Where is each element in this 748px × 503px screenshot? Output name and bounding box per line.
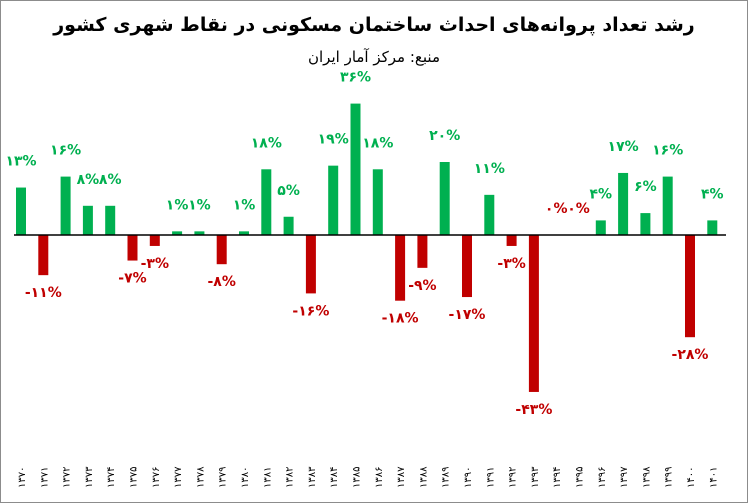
x-tick-label: ۱۳۹۳: [530, 466, 541, 488]
x-tick-label: ۱۳۹۶: [597, 467, 608, 488]
bar: [16, 187, 26, 235]
bar: [506, 235, 517, 246]
data-label: ۱۶%: [652, 143, 683, 159]
x-tick-label: ۱۳۷۳: [84, 466, 95, 488]
bar: [305, 235, 316, 294]
data-label: ۵%: [277, 183, 300, 199]
data-label: ۱%: [166, 197, 189, 213]
bar: [172, 231, 183, 235]
bar: [707, 220, 718, 235]
bar: [350, 103, 361, 235]
bar: [685, 235, 695, 338]
bar: [417, 235, 428, 268]
bar: [328, 165, 339, 235]
x-tick-label: ۱۳۹۰: [463, 467, 474, 488]
bar: [484, 194, 495, 235]
data-label: -۴۳%: [515, 402, 552, 418]
bar: [283, 216, 294, 235]
data-label: ۱۳%: [5, 154, 36, 170]
data-label: -۱۱%: [25, 285, 62, 301]
x-tick-label: ۱۳۸۳: [307, 466, 318, 488]
x-tick-label: ۱۳۷۵: [129, 467, 140, 488]
bar: [395, 235, 406, 301]
bar: [618, 172, 629, 235]
x-tick-label: ۱۳۷۹: [218, 467, 229, 488]
bar: [462, 235, 472, 298]
bar: [105, 205, 116, 235]
data-label: ۰%: [567, 201, 590, 217]
x-tick-label: ۱۳۷۰: [17, 467, 28, 488]
x-tick-label: ۱۳۸۷: [396, 466, 407, 488]
x-tick-label: ۱۳۷۸: [195, 466, 206, 488]
bar: [82, 205, 93, 235]
data-label: ۱۷%: [608, 139, 639, 155]
data-label: -۳%: [497, 256, 525, 272]
bar: [595, 220, 606, 235]
chart-subtitle: منبع: مرکز آمار ایران: [308, 48, 440, 66]
chart-title: رشد تعداد پروانه‌های احداث ساختمان مسکون…: [53, 14, 695, 36]
data-label: ۱۸%: [251, 135, 282, 151]
bar: [662, 176, 673, 235]
data-label: ۸%: [77, 172, 100, 188]
x-tick-label: ۱۳۸۵: [352, 467, 363, 488]
x-tick-label: ۱۳۷۲: [62, 467, 73, 488]
x-tick-label: ۱۳۹۵: [575, 467, 586, 488]
data-label: -۸%: [208, 274, 236, 290]
x-tick-label: ۱۳۸۹: [441, 467, 452, 488]
x-tick-label: ۱۳۹۲: [508, 467, 519, 488]
bar: [528, 235, 539, 392]
data-label: ۱۶%: [50, 143, 81, 159]
data-label: -۲۸%: [672, 347, 709, 363]
x-tick-label: ۱۳۸۰: [240, 467, 251, 488]
x-tick-label: ۱۳۹۹: [664, 467, 675, 488]
x-tick-label: ۱۳۷۱: [39, 467, 50, 488]
x-tick-label: ۱۳۹۷: [619, 466, 630, 488]
data-label: ۶%: [634, 179, 657, 195]
bar: [149, 235, 160, 246]
x-tick-label: ۱۳۷۶: [151, 467, 162, 488]
x-tick-label: ۱۳۹۱: [485, 467, 496, 488]
bar: [640, 213, 651, 235]
data-label: -۳%: [141, 256, 169, 272]
x-tick-label: ۱۳۸۱: [262, 467, 273, 488]
data-label: -۱۸%: [382, 311, 419, 327]
x-tick-label: ۱۳۹۴: [552, 467, 563, 488]
x-tick-label: ۱۳۸۴: [329, 467, 340, 488]
bar: [60, 176, 71, 235]
data-label: ۲۰%: [429, 128, 460, 144]
x-tick-label: ۱۴۰۱: [708, 467, 719, 488]
data-label: ۱%: [188, 197, 211, 213]
data-label: -۷%: [118, 271, 146, 287]
x-tick-label: ۱۳۸۲: [285, 467, 296, 488]
x-tick-label: ۱۳۸۸: [418, 466, 429, 488]
bar: [194, 231, 205, 235]
data-label: -۱۷%: [449, 307, 486, 323]
data-label: ۱۱%: [474, 161, 505, 177]
data-label: ۰%: [545, 201, 568, 217]
data-label: ۴%: [590, 186, 613, 202]
bar: [127, 235, 138, 261]
bar: [372, 169, 383, 235]
x-tick-label: ۱۳۷۴: [106, 467, 117, 488]
data-label: ۱۹%: [318, 132, 349, 148]
data-label: -۹%: [408, 278, 436, 294]
data-label: ۱%: [233, 197, 256, 213]
data-label: ۴%: [701, 186, 724, 202]
bar: [38, 235, 49, 276]
bar: [216, 235, 227, 265]
bar: [261, 169, 272, 235]
x-tick-label: ۱۴۰۰: [686, 467, 697, 488]
bar: [239, 231, 249, 235]
bar: [439, 162, 450, 235]
data-label: ۳۶%: [340, 70, 371, 86]
x-tick-label: ۱۳۷۷: [173, 466, 184, 488]
data-label: -۱۶%: [292, 303, 329, 319]
x-tick-label: ۱۳۸۶: [374, 467, 385, 488]
data-label: ۸%: [99, 172, 122, 188]
data-label: ۱۸%: [362, 135, 393, 151]
x-tick-label: ۱۳۹۸: [641, 466, 652, 488]
